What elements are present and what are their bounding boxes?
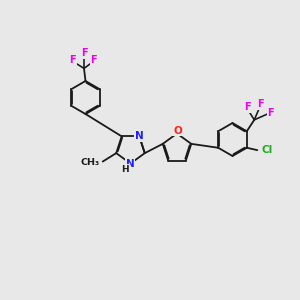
Text: F: F [244, 102, 250, 112]
Text: F: F [81, 48, 87, 59]
Text: F: F [90, 55, 97, 65]
Text: O: O [173, 125, 182, 136]
Text: F: F [257, 99, 264, 109]
Text: F: F [268, 108, 274, 118]
Text: F: F [70, 55, 76, 65]
Text: CH₃: CH₃ [81, 158, 100, 166]
Text: N: N [135, 131, 144, 141]
Text: Cl: Cl [261, 145, 272, 155]
Text: H: H [121, 165, 129, 174]
Text: N: N [125, 159, 134, 169]
